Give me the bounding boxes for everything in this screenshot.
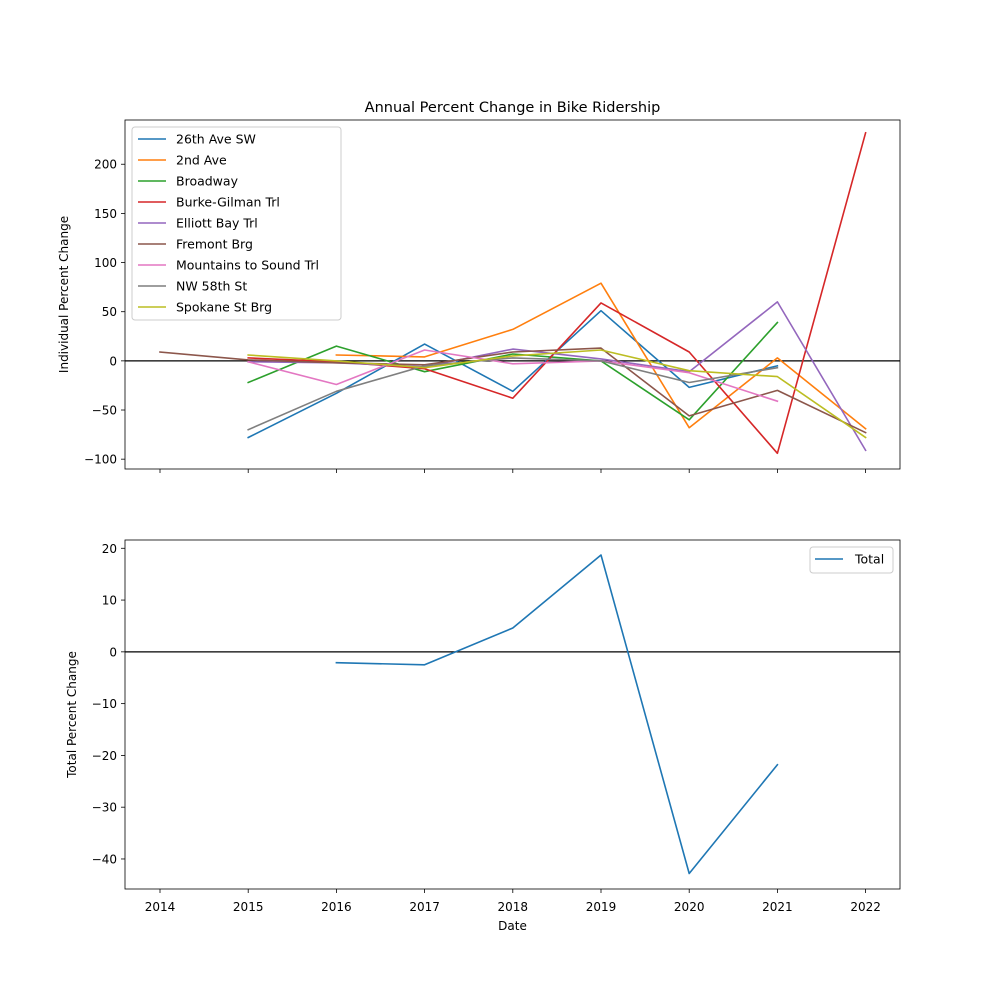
x-tick-label: 2021 <box>762 900 793 914</box>
legend-label-nw-58th-st: NW 58th St <box>176 279 247 294</box>
top-x-ticks <box>159 469 866 473</box>
top-y-axis-label: Individual Percent Change <box>57 216 71 373</box>
y-tick-label: 150 <box>94 207 117 221</box>
bottom-y-ticks: −40 −30 −20 −10 0 10 20 <box>92 542 125 866</box>
bottom-plot-area <box>125 540 900 889</box>
top-legend: 26th Ave SW 2nd Ave Broadway Burke-Gilman T… <box>131 126 342 321</box>
legend-label-2nd-ave: 2nd Ave <box>176 153 227 168</box>
bottom-legend: Total <box>809 546 894 574</box>
x-tick-label: 2019 <box>586 900 617 914</box>
y-tick-label: 20 <box>102 542 117 556</box>
bottom-legend-box <box>809 546 894 574</box>
series-line-26th-ave-sw <box>247 309 779 439</box>
y-tick-label: −20 <box>92 749 117 763</box>
x-tick-label: 2014 <box>145 900 176 914</box>
legend-label-burke-gilman-trl: Burke-Gilman Trl <box>176 195 280 210</box>
series-line-broadway <box>247 321 779 421</box>
legend-label-fremont-brg: Fremont Brg <box>176 237 253 252</box>
top-panel: −100 −50 0 50 100 150 200 Annual Percent Chang… <box>57 100 901 473</box>
series-line-nw-58th-st <box>247 357 779 431</box>
series-line-total <box>335 554 779 875</box>
bottom-series-lines <box>335 554 779 875</box>
y-tick-label: 200 <box>94 158 117 172</box>
y-tick-label: 0 <box>109 354 117 368</box>
y-tick-label: −30 <box>92 801 117 815</box>
y-tick-label: −40 <box>92 852 117 866</box>
y-tick-label: 100 <box>94 256 117 270</box>
legend-label-26th-ave-sw: 26th Ave SW <box>176 132 256 147</box>
y-tick-label: 10 <box>102 594 117 608</box>
x-tick-label: 2016 <box>321 900 352 914</box>
top-legend-box <box>131 126 342 321</box>
x-tick-label: 2022 <box>850 900 881 914</box>
x-tick-label: 2017 <box>409 900 440 914</box>
legend-label-broadway: Broadway <box>176 174 239 189</box>
legend-label-mountains-to-sound-trl: Mountains to Sound Trl <box>176 258 319 273</box>
y-tick-label: 0 <box>109 645 117 659</box>
y-tick-label: −100 <box>84 453 117 467</box>
legend-label-spokane-st-brg: Spokane St Brg <box>176 300 272 315</box>
bottom-x-ticks: 2014 2015 2016 2017 2018 2019 2020 2021 2022 <box>145 889 881 914</box>
x-tick-label: 2020 <box>674 900 705 914</box>
top-series-lines <box>159 131 867 455</box>
bottom-plot-frame <box>124 539 901 890</box>
y-tick-label: −50 <box>92 404 117 418</box>
top-y-ticks: −100 −50 0 50 100 150 200 <box>84 158 125 467</box>
legend-label-total: Total <box>854 552 884 567</box>
series-line-spokane-st-brg <box>247 349 867 439</box>
x-tick-label: 2015 <box>233 900 264 914</box>
x-axis-label: Date <box>498 919 527 933</box>
series-line-2nd-ave <box>335 282 867 430</box>
top-plot-frame <box>124 119 901 470</box>
series-line-mountains-to-sound-trl <box>247 349 779 403</box>
bottom-y-axis-label: Total Percent Change <box>65 651 79 779</box>
chart-title: Annual Percent Change in Bike Ridership <box>365 100 661 116</box>
legend-label-elliott-bay-trl: Elliott Bay Trl <box>176 216 258 231</box>
y-tick-label: 50 <box>102 305 117 319</box>
x-tick-label: 2018 <box>498 900 529 914</box>
y-tick-label: −10 <box>92 697 117 711</box>
series-line-fremont-brg <box>159 347 867 434</box>
